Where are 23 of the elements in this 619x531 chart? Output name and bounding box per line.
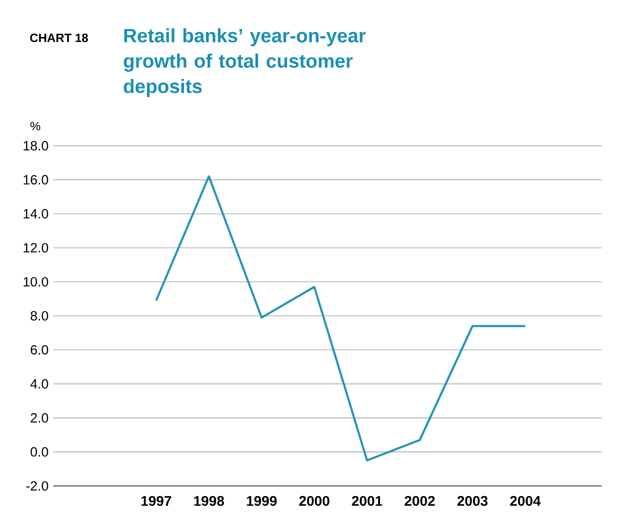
y-tick-label: 14.0 [24, 209, 48, 219]
line-series [155, 175, 526, 462]
x-tick-label: 2000 [299, 496, 330, 506]
y-tick-label: 16.0 [24, 175, 48, 184]
x-tick-label: 2004 [510, 496, 541, 506]
y-tick-label: -2.0 [26, 481, 48, 491]
y-tick-label: 18.0 [24, 141, 48, 150]
y-tick-label: 0.0 [30, 447, 48, 457]
x-tick-label: 1997 [141, 496, 172, 506]
y-tick-label: 2.0 [30, 413, 48, 423]
x-tick-label: 2002 [404, 496, 435, 506]
y-axis-title: % [30, 122, 40, 130]
y-tick-label: 12.0 [24, 243, 48, 253]
y-tick-label: 4.0 [30, 379, 48, 389]
y-tick-label: 8.0 [30, 311, 48, 321]
chart-title: Retail banks’ year-on-year growth of total customer deposits [124, 28, 366, 98]
x-tick-label: 2003 [457, 496, 488, 506]
x-tick-label: 2001 [352, 496, 382, 506]
caption: CHART 18 [30, 34, 88, 42]
x-tick-label: 1999 [246, 496, 277, 506]
y-tick-label: 10.0 [24, 277, 48, 287]
x-tick-label: 1998 [194, 496, 224, 506]
y-tick-label: 6.0 [30, 345, 48, 355]
